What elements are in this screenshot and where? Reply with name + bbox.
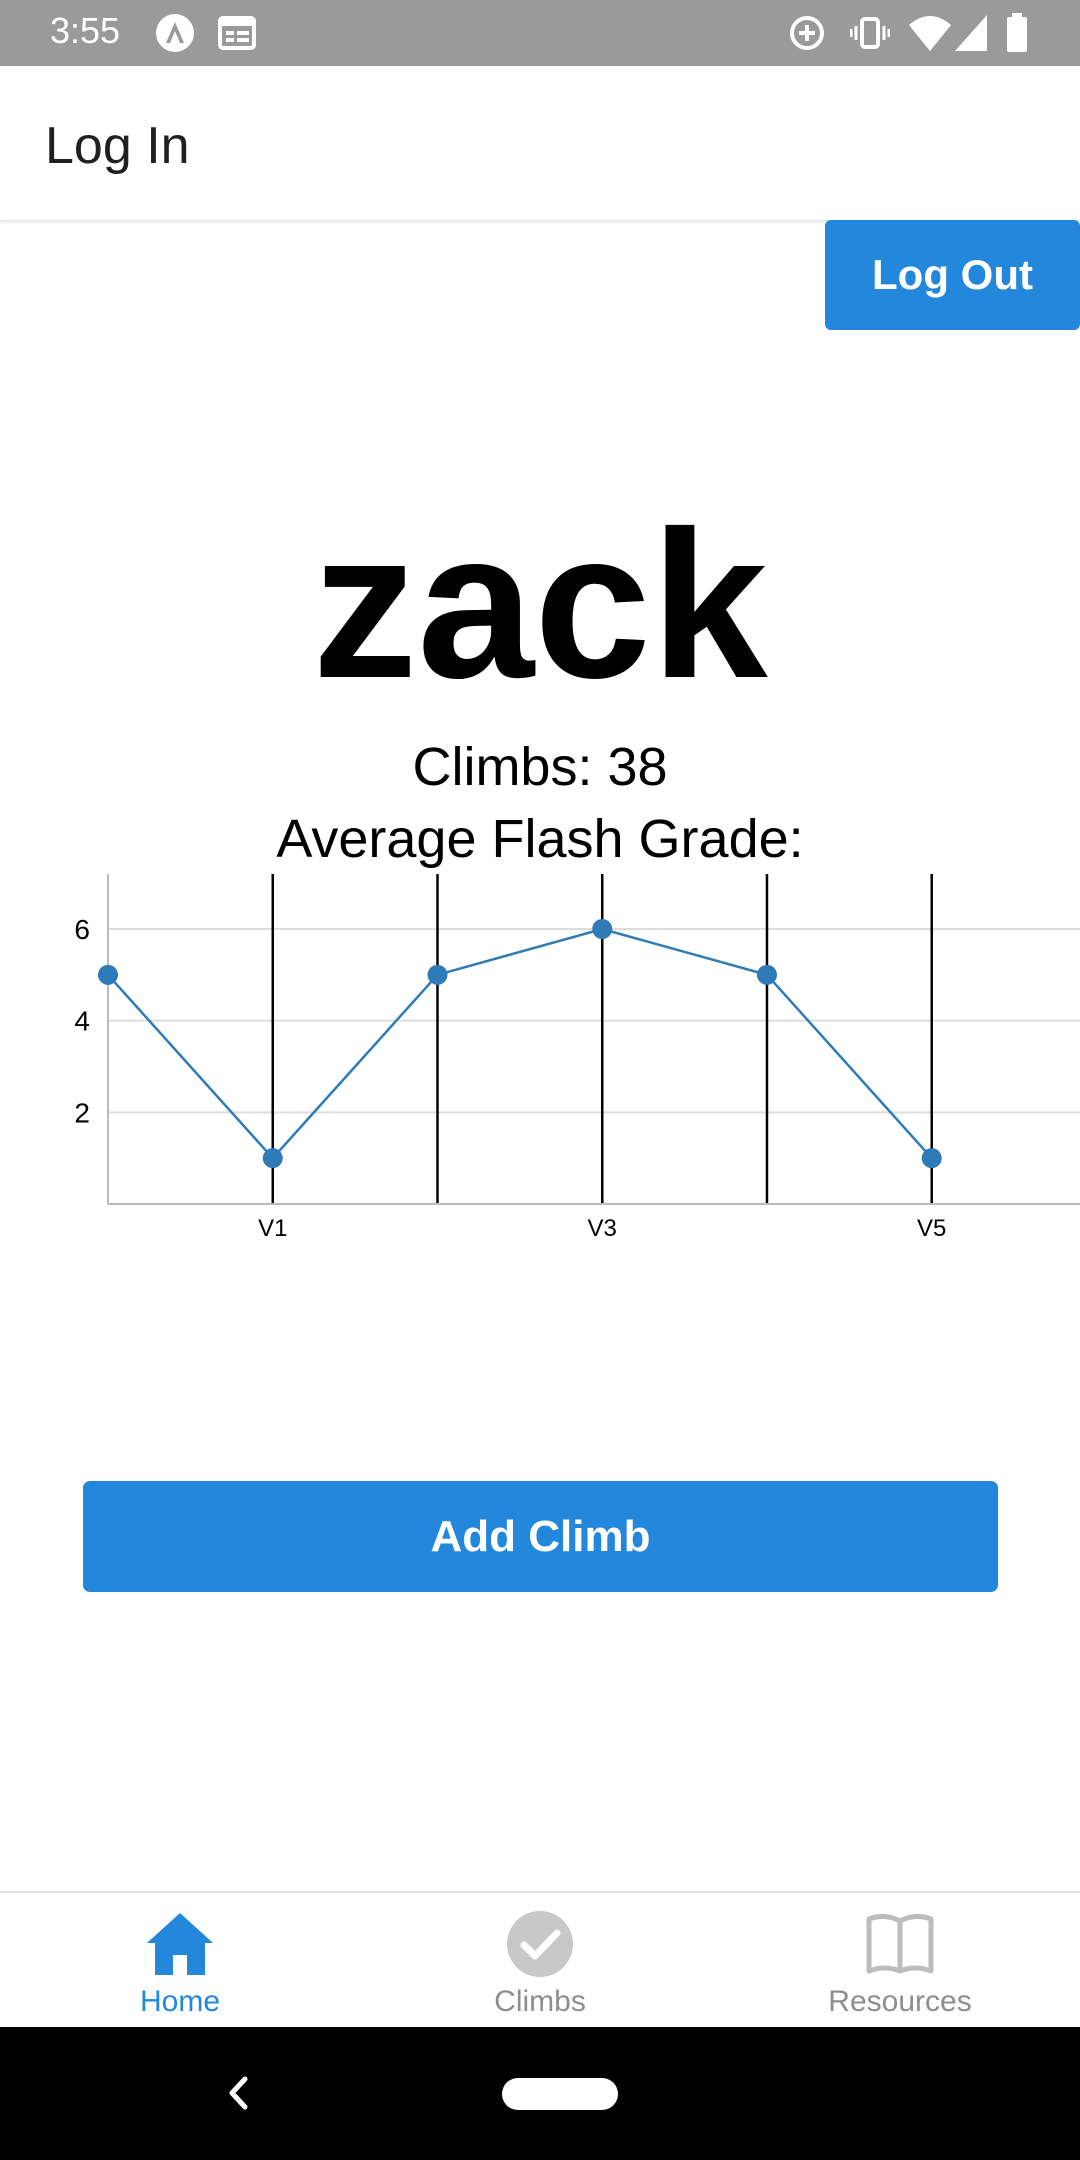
calendar-icon: [218, 16, 256, 50]
system-navigation-bar: [0, 2027, 1080, 2160]
vibrate-icon: [850, 17, 890, 49]
series-line: [107, 927, 933, 1161]
add-climb-button[interactable]: Add Climb: [83, 1481, 998, 1592]
app-notification-icon: [156, 14, 194, 52]
username: zack: [312, 487, 768, 722]
tab-climbs[interactable]: Climbs: [360, 1893, 720, 2029]
logout-button[interactable]: Log Out: [825, 220, 1080, 330]
x-tick-label: V5: [917, 1215, 946, 1242]
tab-home-label: Home: [139, 1985, 221, 2018]
tab-resources[interactable]: Resources: [720, 1893, 1080, 2029]
wifi-icon: [909, 16, 951, 51]
data-saver-icon: [790, 16, 824, 50]
status-time: 3:55: [50, 10, 121, 51]
status-bar: 3:55: [0, 0, 1080, 66]
x-tick-label: V3: [588, 1215, 617, 1242]
home-icon: [147, 1913, 213, 1975]
page-title: Log In: [45, 117, 190, 175]
climbs-count: Climbs: 38: [412, 737, 668, 797]
back-icon[interactable]: [226, 2075, 250, 2111]
y-tick-label: 4: [74, 1006, 90, 1037]
cellular-signal-icon: [955, 15, 987, 51]
data-point: [262, 1148, 283, 1169]
tab-climbs-label: Climbs: [494, 1985, 586, 2018]
data-point: [921, 1148, 942, 1169]
bottom-tab-bar: Home Climbs Resources: [0, 1891, 1080, 2029]
tab-home[interactable]: Home: [0, 1893, 360, 2029]
y-tick-label: 6: [74, 914, 90, 945]
battery-icon: [1007, 13, 1027, 52]
x-tick-label: V1: [258, 1215, 287, 1242]
data-point: [427, 964, 448, 985]
average-flash-grade-chart: 2 4 6 V1 V3 V5: [74, 874, 1080, 1242]
data-point: [592, 919, 613, 939]
home-pill-button[interactable]: [502, 2078, 618, 2110]
data-point: [98, 964, 118, 985]
book-icon: [866, 1913, 934, 1974]
y-tick-label: 2: [74, 1097, 90, 1128]
data-point: [756, 964, 777, 985]
app-header: Log In: [0, 66, 1080, 220]
tab-resources-label: Resources: [828, 1985, 972, 2018]
check-circle-icon: [507, 1911, 573, 1977]
average-flash-grade-label: Average Flash Grade:: [276, 809, 804, 869]
